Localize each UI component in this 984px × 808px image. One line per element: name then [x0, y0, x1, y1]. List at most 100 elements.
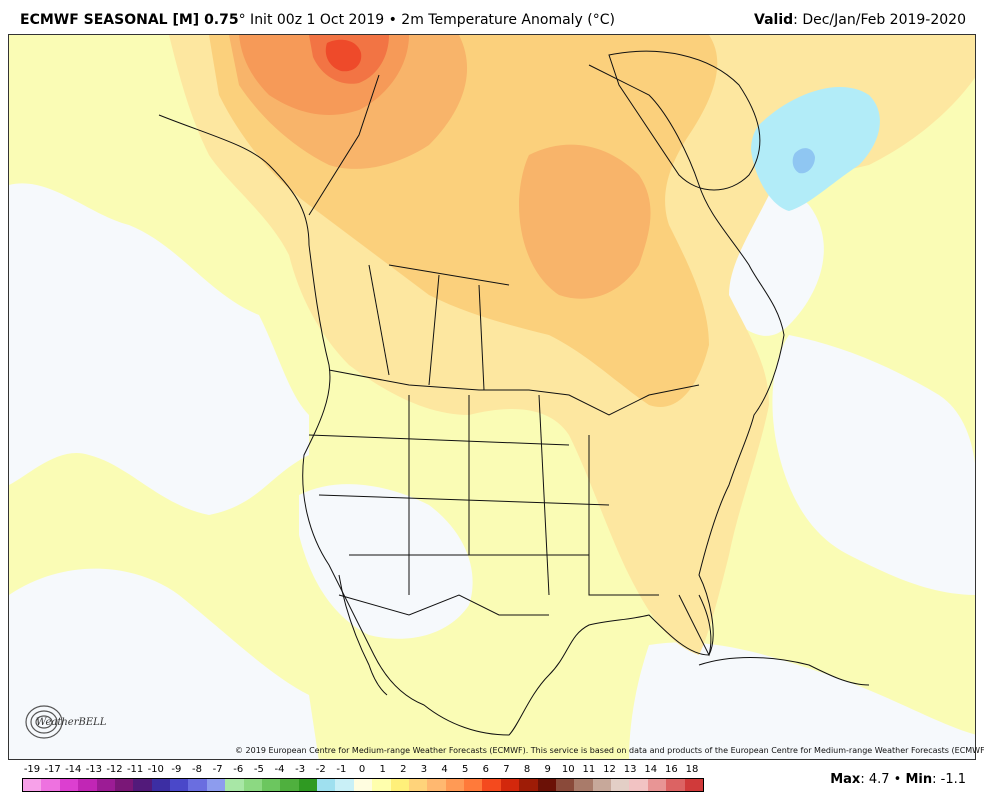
- color-legend-swatch: [335, 779, 354, 791]
- baja-peninsula: [338, 574, 388, 696]
- color-legend-label: -14: [65, 764, 82, 775]
- color-legend-swatch: [666, 779, 685, 791]
- max-label: Max: [830, 772, 861, 787]
- color-legend: -19 -17 -14 -13 -12 -11 -10 -9 -8 -7 -6 -5 -4 -3 -2 -1 0…: [22, 764, 704, 792]
- us-state-border-g: [588, 435, 659, 596]
- color-legend-label: 5: [461, 764, 469, 775]
- color-legend-label: -13: [85, 764, 103, 775]
- degree-symbol: °: [238, 12, 246, 28]
- valid-label: Valid: [754, 12, 794, 28]
- florida-peninsula: [678, 594, 712, 657]
- color-legend-label: -3: [295, 764, 306, 775]
- province-border-4: [388, 264, 510, 286]
- color-legend-swatch: [390, 779, 409, 791]
- close-paren: ): [609, 12, 616, 28]
- color-legend-swatch: [574, 779, 593, 791]
- color-legend-swatch: [298, 779, 317, 791]
- color-legend-label: 1: [379, 764, 386, 775]
- north-america-coastline: [158, 64, 785, 736]
- color-legend-label: -9: [171, 764, 182, 775]
- color-legend-label: 11: [582, 764, 596, 775]
- color-legend-swatch: [261, 779, 281, 791]
- color-legend-label: 6: [482, 764, 489, 775]
- svg-text:WeatherBELL: WeatherBELL: [36, 717, 107, 728]
- neutral-zone-west: [9, 183, 309, 515]
- color-legend-swatch: [519, 779, 538, 791]
- color-legend-swatch: [408, 779, 428, 791]
- color-legend-swatch: [23, 779, 42, 791]
- model-name: ECMWF SEASONAL [M] 0.75: [20, 12, 239, 28]
- color-legend-swatch: [170, 779, 189, 791]
- province-border-3: [478, 284, 485, 391]
- us-state-border-f: [538, 394, 550, 596]
- min-value: : -1.1: [932, 772, 966, 787]
- color-legend-swatch: [555, 779, 575, 791]
- valid-value: : Dec/Jan/Feb 2019-2020: [793, 12, 966, 28]
- color-legend-label: -5: [253, 764, 264, 775]
- color-legend-label: 2: [400, 764, 407, 775]
- color-legend-swatch: [482, 779, 501, 791]
- color-legend-label: 8: [523, 764, 531, 775]
- valid-period: Valid: Dec/Jan/Feb 2019-2020: [754, 12, 966, 28]
- color-legend-swatch: [78, 779, 97, 791]
- color-legend-swatch: [464, 779, 483, 791]
- color-legend-label: 0: [358, 764, 366, 775]
- color-legend-swatch: [629, 779, 648, 791]
- anomaly-map: [8, 34, 976, 760]
- color-legend-swatch: [225, 779, 244, 791]
- color-legend-label: -6: [233, 764, 244, 775]
- color-legend-swatch: [206, 779, 226, 791]
- color-legend-swatch: [500, 779, 520, 791]
- color-legend-swatch: [537, 779, 556, 791]
- color-legend-label: -7: [212, 764, 223, 775]
- weatherbell-logo: WeatherBELL: [22, 700, 112, 744]
- color-legend-swatch: [59, 779, 79, 791]
- neutral-zone-atlantic: [772, 335, 975, 595]
- cold-anomaly-greenland: [751, 86, 880, 211]
- province-border-2: [428, 274, 440, 386]
- color-legend-swatch: [151, 779, 170, 791]
- color-legend-swatch: [280, 779, 299, 791]
- color-legend-label: 9: [544, 764, 551, 775]
- color-legend-label: 7: [503, 764, 510, 775]
- color-legend-swatch: [114, 779, 134, 791]
- color-legend-swatch: [188, 779, 207, 791]
- max-min-stats: Max: 4.7 • Min: -1.1: [830, 772, 966, 787]
- color-legend-swatch: [445, 779, 464, 791]
- min-label: Min: [905, 772, 933, 787]
- color-legend-swatch: [427, 779, 446, 791]
- color-legend-label: 3: [420, 764, 428, 775]
- color-legend-swatch: [353, 779, 373, 791]
- copyright-notice: © 2019 European Centre for Medium-range …: [235, 746, 984, 755]
- color-legend-swatch: [317, 779, 336, 791]
- chart-title: ECMWF SEASONAL [M] 0.75° Init 00z 1 Oct …: [20, 12, 615, 28]
- color-legend-label: -4: [274, 764, 285, 775]
- color-legend-swatch: [41, 779, 60, 791]
- color-legend-label: -17: [44, 764, 61, 775]
- us-state-border-a: [308, 434, 570, 446]
- max-value: : 4.7 •: [860, 772, 906, 787]
- logo-icon: WeatherBELL: [25, 705, 107, 739]
- warm-anomaly-max: [325, 39, 362, 72]
- color-legend-label: -8: [192, 764, 202, 775]
- color-legend-swatch: [372, 779, 391, 791]
- cuba-island: [698, 657, 870, 686]
- color-legend-label: -1: [336, 764, 347, 775]
- color-legend-swatch: [684, 779, 703, 791]
- map-canvas: [9, 35, 975, 759]
- greenland-coast: [608, 50, 761, 191]
- color-legend-label: -11: [126, 764, 144, 775]
- color-legend-label: -12: [106, 764, 123, 775]
- color-legend-label: 10: [561, 764, 575, 775]
- color-legend-label: -2: [315, 764, 326, 775]
- color-legend-bar: [22, 778, 704, 792]
- header: ECMWF SEASONAL [M] 0.75° Init 00z 1 Oct …: [0, 0, 984, 34]
- init-text: Init 00z 1 Oct 2019 • 2m Temperature Ano…: [245, 12, 593, 28]
- color-legend-swatch: [611, 779, 630, 791]
- province-border-1: [368, 264, 390, 376]
- neutral-zone-pacific: [9, 568, 319, 759]
- boundary-lines: [158, 50, 870, 736]
- color-legend-label: -19: [23, 764, 41, 775]
- color-legend-labels: -19 -17 -14 -13 -12 -11 -10 -9 -8 -7 -6 -5 -4 -3 -2 -1 0…: [22, 764, 702, 778]
- neutral-zone-southwest: [299, 484, 473, 639]
